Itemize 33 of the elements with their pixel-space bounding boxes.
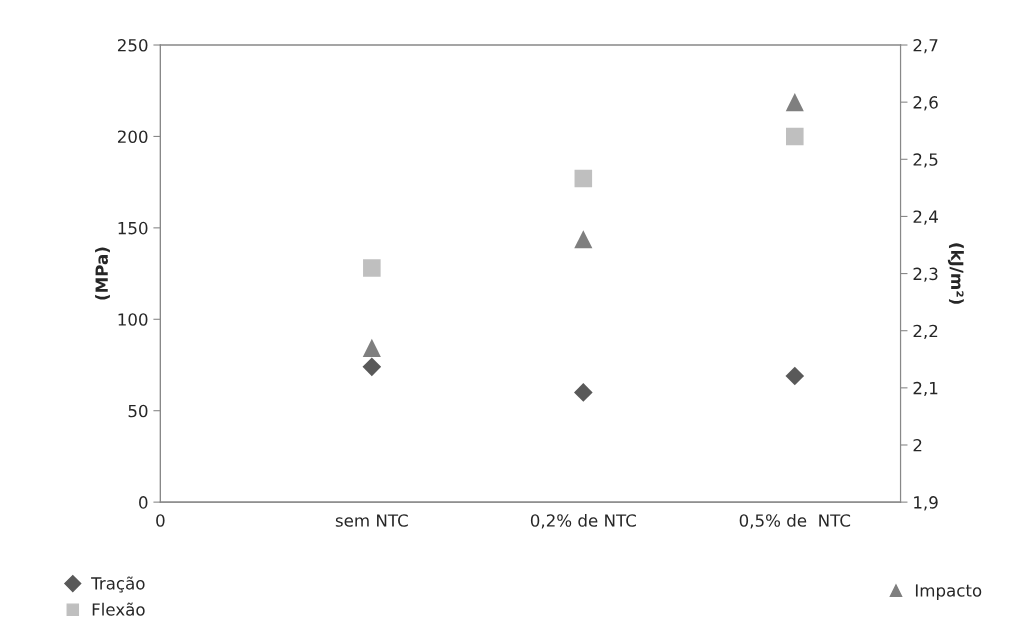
y2-tick-label: 2,4 — [913, 210, 938, 225]
y2-tick-label: 2,2 — [913, 324, 938, 339]
point — [362, 338, 381, 357]
y-tick-label: 0 — [139, 496, 148, 509]
y2-tick-label: 2,1 — [913, 381, 938, 397]
y-tick-label: 100 — [118, 313, 148, 326]
x-tick-label: 0,5% de NTC — [739, 513, 851, 529]
y-tick-label: 150 — [118, 221, 148, 235]
y2-tick-label: 1,9 — [914, 496, 938, 511]
point — [574, 383, 593, 402]
y2-tick-label: 2,5 — [913, 153, 938, 168]
y2-tick-label: 2,7 — [913, 38, 938, 54]
x-tick-label: 0,2% de NTC — [530, 513, 636, 529]
x-tick-label: sem NTC — [335, 514, 408, 527]
y2-tick-label: 2,3 — [913, 267, 938, 282]
y-tick-label: 200 — [117, 130, 148, 144]
y-tick-label: 250 — [117, 38, 148, 52]
point — [785, 93, 804, 112]
legend-label: Flexão — [92, 602, 145, 616]
point — [362, 357, 382, 377]
y2-tick-label: 2,6 — [913, 96, 938, 111]
y-tick-label: 50 — [128, 404, 148, 418]
y2-axis-title: (kJ/m²) — [947, 243, 964, 304]
point — [786, 127, 804, 146]
y2-tick-label: 2 — [913, 438, 922, 452]
point — [574, 230, 593, 249]
legend-label: Tração — [91, 576, 145, 593]
legend-label: Impacto — [915, 584, 982, 600]
point — [785, 366, 805, 386]
x-tick-label: 0 — [156, 514, 165, 527]
point — [574, 169, 593, 188]
point — [363, 259, 381, 277]
y-axis-title: (MPa) — [95, 247, 110, 300]
